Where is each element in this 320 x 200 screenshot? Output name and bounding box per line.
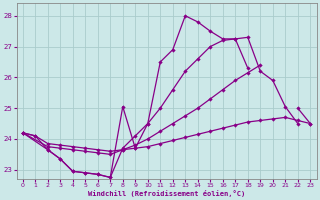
X-axis label: Windchill (Refroidissement éolien,°C): Windchill (Refroidissement éolien,°C) (88, 190, 245, 197)
